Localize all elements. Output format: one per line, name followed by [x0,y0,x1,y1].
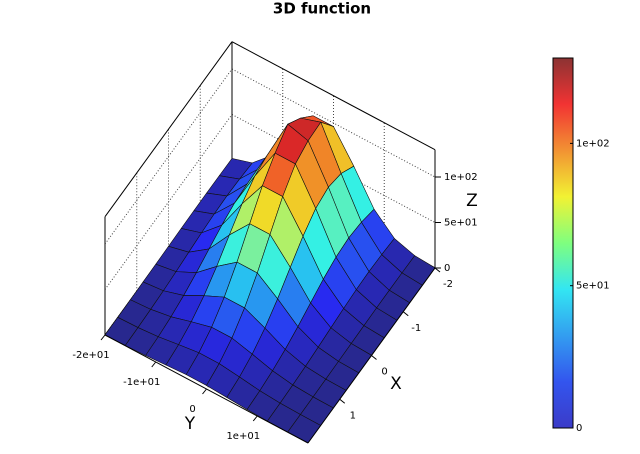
y-tick-label: 0 [189,404,195,415]
y-tick [252,415,258,422]
x-tick-label: 1 [350,410,356,421]
z-tick-label: 1e+02 [444,172,478,183]
x-tick-label: 0 [381,367,387,378]
y-tick-label: -2e+01 [72,350,109,361]
x-tick [339,398,346,404]
y-axis-label: Y [184,414,196,434]
colorbar-tick-label: 1e+02 [576,138,610,149]
box-edge [104,41,233,217]
grid-line [104,114,233,290]
chart-title: 3D function [273,0,371,18]
colorbar-tick-label: 0 [576,423,582,434]
box-edge [231,41,436,151]
x-tick-label: -2 [443,279,453,290]
y-tick [202,388,207,395]
z-tick-label: 0 [444,263,450,274]
x-tick [371,355,377,360]
colorbar-tick-label: 5e+01 [576,281,610,292]
y-tick [100,334,106,341]
y-tick-label: -1e+01 [123,377,160,388]
x-tick [434,267,441,273]
grid-line [104,68,233,245]
x-axis-label: X [390,374,402,394]
z-tick-label: 5e+01 [444,218,478,229]
colorbar [552,57,574,429]
y-tick [151,361,157,368]
y-tick-label: 1e+01 [226,431,260,442]
z-axis-label: Z [466,191,478,211]
x-tick [402,311,409,317]
grid-line [231,68,436,178]
x-tick-label: -1 [411,323,421,334]
